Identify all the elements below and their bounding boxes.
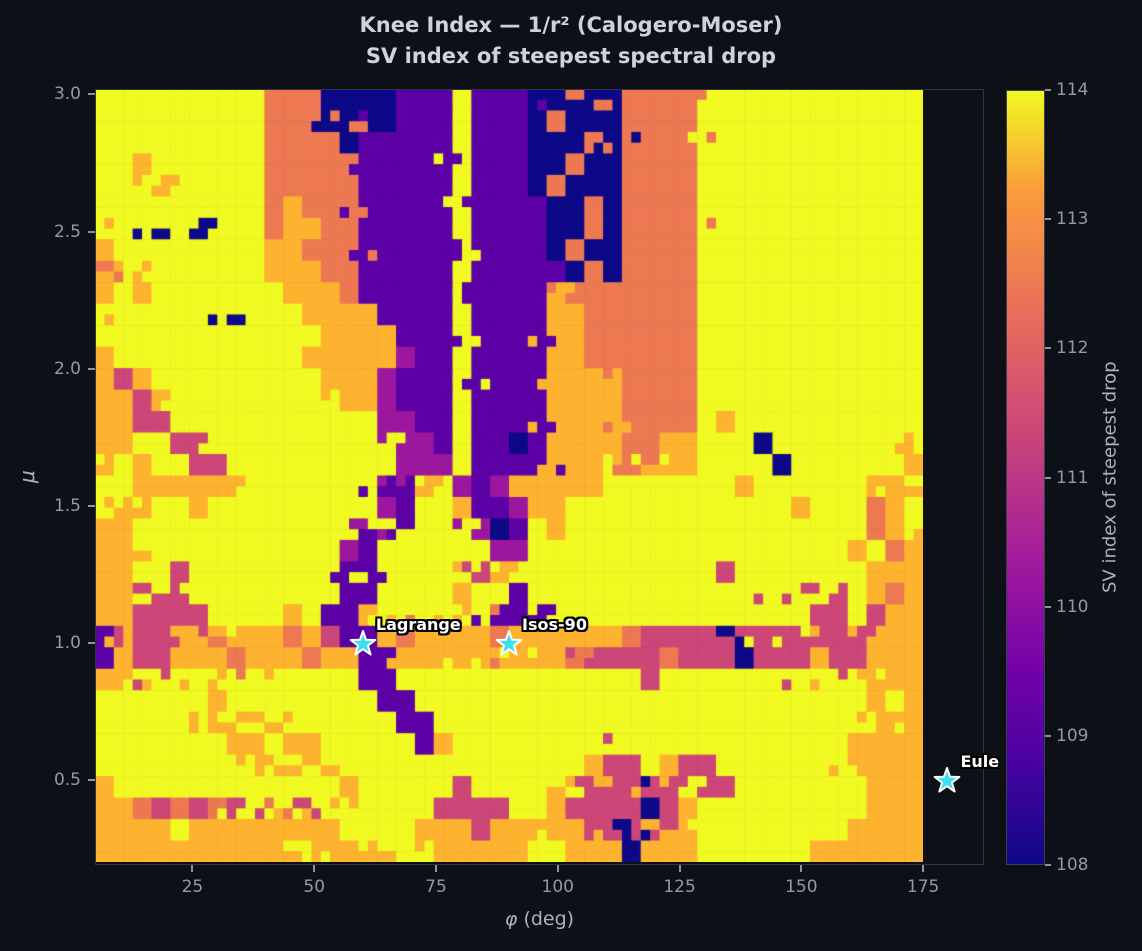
y-tick-mark (88, 93, 95, 96)
colorbar-tick-mark (1045, 734, 1051, 737)
colorbar-tick-label: 113 (1056, 209, 1089, 230)
y-tick-label: 2.5 (53, 221, 81, 242)
y-tick-label: 3.0 (53, 84, 81, 105)
x-tick-mark (678, 865, 681, 872)
y-tick-mark (88, 504, 95, 507)
y-tick-label: 1.5 (53, 495, 81, 516)
y-tick-mark (88, 367, 95, 370)
colorbar-tick-label: 109 (1056, 725, 1089, 746)
y-tick-label: 2.0 (53, 358, 81, 379)
star-icon (495, 629, 523, 656)
y-axis-label: μ (14, 89, 40, 865)
phi-symbol: φ (504, 908, 518, 930)
heatmap-canvas (95, 89, 923, 862)
x-tick-mark (313, 865, 316, 872)
colorbar-label: SV index of steepest drop (1099, 361, 1121, 593)
marker-label-lagrange: Lagrange (375, 614, 461, 634)
chart-title: Knee Index — 1/r² (Calogero-Moser) SV in… (0, 10, 1142, 72)
colorbar-tick-label: 110 (1056, 596, 1089, 617)
star-marker-lagrange (349, 629, 377, 656)
colorbar-tick-mark (1045, 605, 1051, 608)
colorbar-tick-mark (1045, 347, 1051, 350)
y-tick-label: 1.0 (53, 632, 81, 653)
x-tick-label: 100 (541, 877, 574, 897)
y-tick-mark (88, 230, 95, 233)
x-tick-mark (434, 865, 437, 872)
star-icon (934, 766, 961, 793)
marker-label-eule: Eule (960, 751, 1000, 771)
y-tick-label: 0.5 (53, 769, 81, 790)
star-marker-isos-90 (495, 629, 523, 656)
colorbar-tick-label: 108 (1056, 855, 1089, 875)
colorbar-tick-mark (1045, 864, 1051, 866)
x-tick-label: 175 (906, 877, 940, 897)
x-tick-label: 75 (425, 877, 447, 897)
x-tick-mark (922, 865, 925, 872)
y-tick-mark (88, 641, 95, 644)
x-tick-label: 150 (785, 877, 818, 897)
x-axis-label-rest: (deg) (517, 908, 575, 930)
colorbar-tick-label: 112 (1056, 338, 1089, 359)
x-axis-label: φ (deg) (95, 908, 984, 930)
axes-frame (95, 89, 984, 865)
colorbar-tick-label: 114 (1056, 80, 1089, 100)
colorbar-tick-label: 111 (1056, 467, 1089, 488)
chart-title-line1: Knee Index — 1/r² (Calogero-Moser) (359, 13, 783, 37)
x-tick-label: 125 (663, 877, 696, 897)
colorbar (1006, 90, 1045, 865)
colorbar-tick-mark (1045, 89, 1051, 91)
x-tick-mark (800, 865, 803, 872)
mu-symbol: μ (15, 470, 39, 484)
marker-label-isos-90: Isos-90 (522, 614, 587, 634)
x-tick-label: 25 (181, 877, 204, 897)
x-tick-mark (556, 865, 559, 872)
star-icon (349, 629, 377, 656)
colorbar-tick-mark (1045, 476, 1051, 479)
x-tick-mark (191, 865, 194, 872)
y-tick-mark (88, 778, 95, 781)
x-tick-label: 50 (303, 877, 326, 897)
star-marker-eule (934, 766, 961, 793)
colorbar-tick-mark (1045, 218, 1051, 221)
chart-title-line2: SV index of steepest spectral drop (365, 44, 777, 68)
